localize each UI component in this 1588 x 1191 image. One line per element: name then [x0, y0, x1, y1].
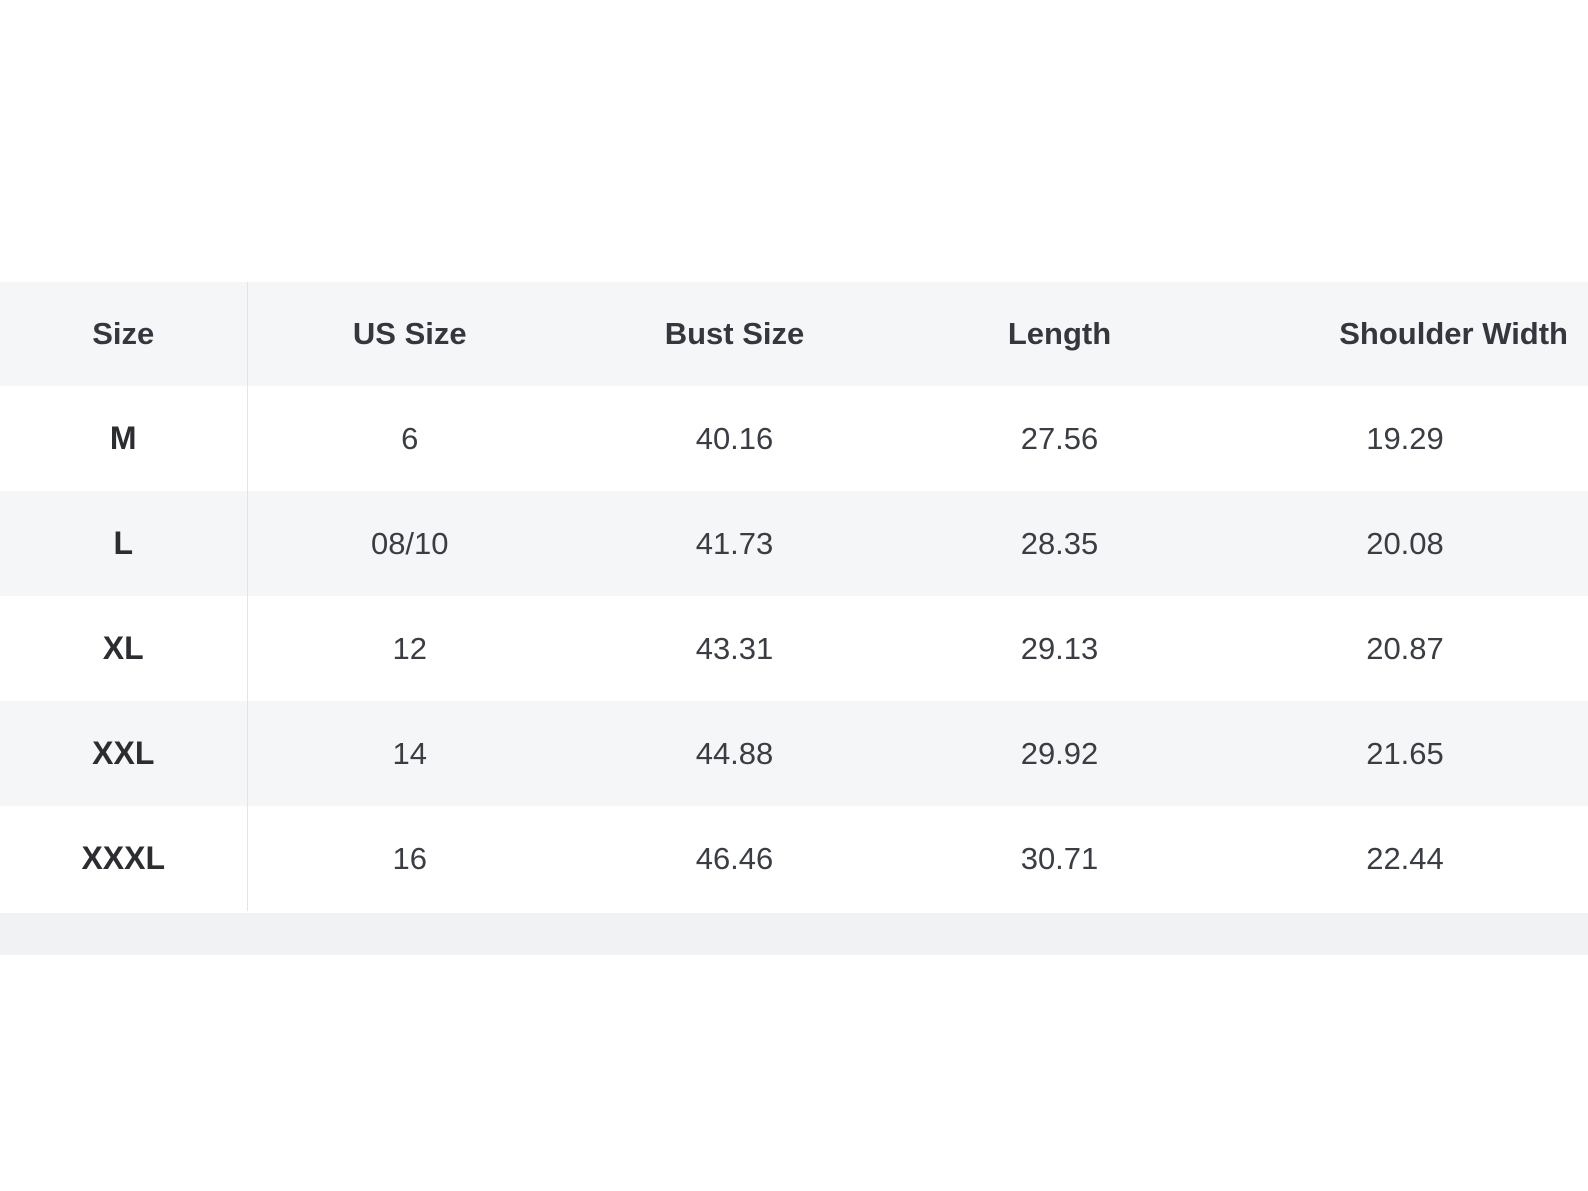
shoulder-width-cell: 20.08 [1366, 525, 1444, 561]
table-header: Size US Size Bust Size Length Shoulder W… [0, 282, 1588, 386]
table-body: M 6 40.16 27.56 19.29 L 08/10 41.73 28.3… [0, 386, 1588, 911]
table-row: XXL 14 44.88 29.92 21.65 [0, 701, 1588, 806]
length-cell: 29.13 [1020, 630, 1099, 666]
size-cell: L [0, 491, 248, 596]
length-cell: 29.92 [1020, 735, 1099, 771]
bust-size-cell: 43.31 [695, 630, 774, 666]
size-cell: XXXL [0, 806, 248, 911]
header-bust-size: Bust Size [664, 316, 805, 351]
size-cell: XXL [0, 701, 248, 806]
size-cell: M [0, 386, 248, 491]
header-row: Size US Size Bust Size Length Shoulder W… [0, 282, 1588, 386]
bust-size-cell: 46.46 [695, 840, 774, 876]
header-shoulder-width: Shoulder Width [1339, 316, 1568, 351]
shoulder-width-cell: 19.29 [1366, 420, 1444, 456]
header-us-size: US Size [352, 316, 467, 351]
size-cell: XL [0, 596, 248, 701]
us-size-cell: 16 [392, 840, 427, 876]
header-size: Size [0, 282, 248, 386]
shoulder-width-cell: 22.44 [1366, 840, 1444, 876]
table-row: XL 12 43.31 29.13 20.87 [0, 596, 1588, 701]
table-row: M 6 40.16 27.56 19.29 [0, 386, 1588, 491]
us-size-cell: 14 [392, 735, 427, 771]
length-cell: 28.35 [1020, 525, 1099, 561]
bust-size-cell: 41.73 [695, 525, 774, 561]
bust-size-cell: 44.88 [695, 735, 774, 771]
header-length: Length [1007, 316, 1112, 351]
us-size-cell: 6 [401, 420, 419, 456]
us-size-cell: 08/10 [370, 525, 449, 561]
table-row: L 08/10 41.73 28.35 20.08 [0, 491, 1588, 596]
us-size-cell: 12 [392, 630, 427, 666]
size-chart: Size US Size Bust Size Length Shoulder W… [0, 282, 1588, 911]
size-chart-table: Size US Size Bust Size Length Shoulder W… [0, 282, 1588, 911]
length-cell: 27.56 [1020, 420, 1099, 456]
length-cell: 30.71 [1020, 840, 1099, 876]
table-row: XXXL 16 46.46 30.71 22.44 [0, 806, 1588, 911]
bust-size-cell: 40.16 [695, 420, 774, 456]
table-footer-band [0, 913, 1588, 955]
shoulder-width-cell: 21.65 [1366, 735, 1444, 771]
shoulder-width-cell: 20.87 [1366, 630, 1444, 666]
